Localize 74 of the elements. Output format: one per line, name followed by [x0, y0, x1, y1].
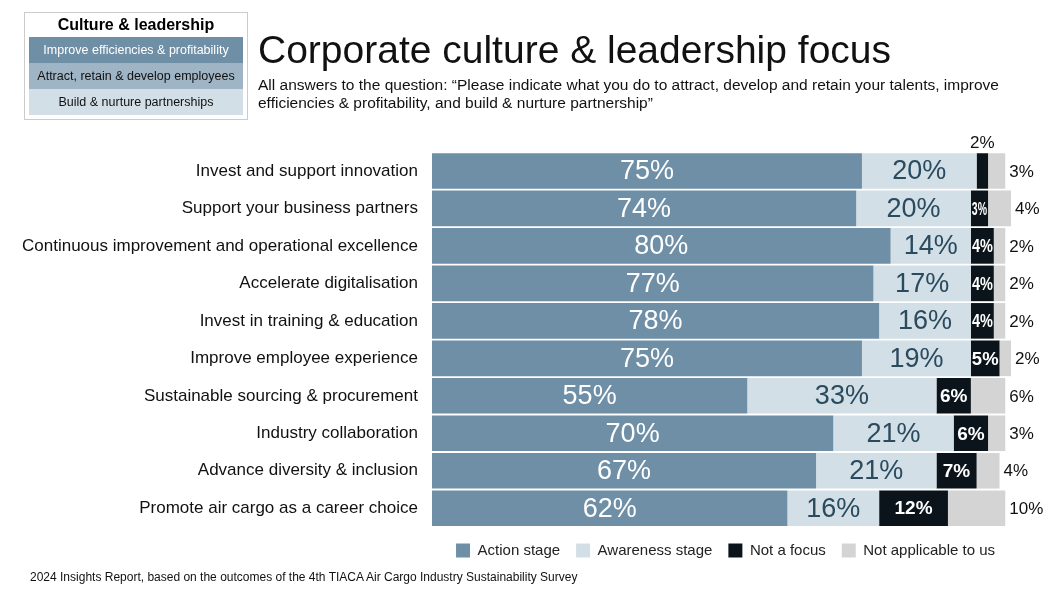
y-tick-label: Continuous improvement and operational excellence	[22, 235, 418, 255]
data-label: 67%	[597, 455, 652, 486]
data-label: 10%	[1009, 498, 1044, 518]
data-label: 3%	[971, 197, 988, 219]
data-label: 17%	[895, 267, 950, 298]
data-label: 21%	[849, 455, 904, 486]
data-label: 16%	[897, 305, 953, 336]
data-label: 12%	[894, 497, 933, 519]
data-label: 6%	[1009, 386, 1034, 406]
y-tick-label: Accelerate digitalisation	[239, 273, 418, 293]
data-label: 2%	[1009, 311, 1034, 331]
text: Attract, retain & develop employees	[29, 63, 243, 89]
chart-title: Corporate culture & leadership focus	[258, 28, 892, 72]
data-label: 70%	[605, 417, 660, 448]
bar	[993, 265, 1006, 302]
text: Culture & leadership	[56, 16, 216, 34]
data-label: 19%	[889, 342, 944, 373]
y-tick-label: Industry collaboration	[256, 422, 418, 442]
data-label: 2%	[1009, 274, 1034, 294]
data-label: 4%	[971, 235, 993, 257]
data-label: 77%	[625, 267, 680, 298]
y-tick-label: Improve employee experience	[190, 348, 418, 368]
bar	[988, 190, 1011, 227]
data-label: 33%	[814, 380, 869, 411]
data-label: 4%	[971, 272, 993, 295]
y-tick-label: Invest in training & education	[199, 310, 418, 330]
data-label: 5%	[971, 347, 999, 369]
bar	[993, 303, 1006, 339]
data-label: 3%	[1009, 423, 1034, 443]
y-tick-label: Advance diversity & inclusion	[197, 460, 418, 480]
legend-label: Not applicable to us	[863, 540, 995, 558]
data-label: 78%	[628, 305, 683, 336]
bar	[431, 153, 862, 189]
data-label: 20%	[892, 155, 947, 186]
data-label: 3%	[1009, 161, 1034, 181]
text: Improve efficiencies & profitability	[29, 37, 243, 63]
y-tick-label: Invest and support innovation	[195, 160, 418, 180]
data-label: 80%	[634, 230, 689, 261]
data-label: 6%	[939, 385, 968, 407]
bar	[993, 228, 1006, 264]
data-label: 4%	[1015, 199, 1040, 219]
data-label: 55%	[562, 380, 617, 411]
bar	[431, 303, 880, 339]
data-label: 75%	[619, 155, 674, 186]
data-label: 74%	[617, 192, 672, 223]
bar	[976, 153, 989, 189]
y-tick-label: Support your business partners	[181, 198, 418, 218]
chart-subtitle: All answers to the question: “Please indicate what you do to attract, develop and retain your talents, improve efficiencies & profitability, and build & nurture partnership”	[258, 76, 1000, 112]
bar	[431, 228, 891, 264]
y-tick-label: Sustainable sourcing & procurement	[143, 385, 419, 405]
legend-label: Awareness stage	[597, 540, 713, 558]
y-tick-label: Promote air cargo as a career choice	[139, 497, 418, 517]
text: Build & nurture partnerships	[29, 89, 243, 115]
data-label: 14%	[903, 230, 958, 261]
data-label: 4%	[1003, 461, 1029, 481]
data-label: 2%	[1015, 349, 1040, 369]
data-label: 62%	[582, 492, 637, 523]
legend-label: Not a focus	[749, 540, 826, 558]
text: 2024 Insights Report, based on the outcomes of the 4th TIACA Air Cargo Industry Sustainability Survey	[30, 570, 578, 584]
bar	[431, 340, 862, 377]
legend-label: Action stage	[477, 540, 561, 558]
bar	[431, 265, 874, 302]
data-label: 16%	[806, 492, 861, 523]
data-label: 2%	[1009, 236, 1034, 256]
data-label: 7%	[942, 460, 971, 482]
bar	[431, 190, 857, 227]
data-label: 4%	[971, 310, 993, 332]
data-label: 6%	[957, 422, 985, 444]
data-label: 2%	[970, 133, 995, 153]
data-label: 75%	[619, 342, 674, 373]
bar	[999, 340, 1011, 377]
data-label: 20%	[886, 192, 941, 223]
bar	[988, 153, 1006, 189]
data-label: 21%	[866, 417, 921, 448]
